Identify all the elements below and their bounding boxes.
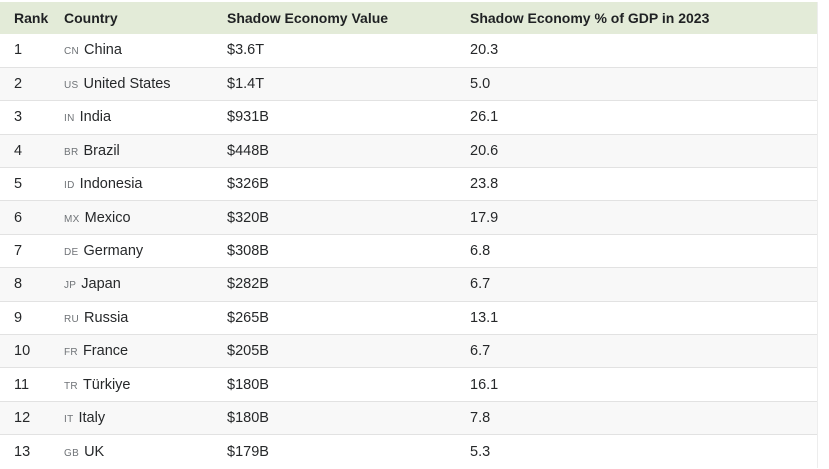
rank-cell: 12 bbox=[0, 400, 64, 435]
country-code: TR bbox=[64, 380, 78, 392]
country-code: ID bbox=[64, 180, 75, 192]
table-row: 6 MX Mexico $320B 17.9 bbox=[0, 200, 817, 235]
country-cell: ID Indonesia bbox=[64, 167, 227, 201]
country-cell: BR Brazil bbox=[64, 133, 227, 168]
value-cell: $931B bbox=[227, 100, 470, 135]
value-cell: $282B bbox=[227, 267, 470, 302]
rank-cell: 9 bbox=[0, 300, 64, 335]
pct-cell: 17.9 bbox=[470, 200, 817, 235]
rank-cell: 6 bbox=[0, 200, 64, 235]
country-code: FR bbox=[64, 347, 78, 359]
value-cell: $326B bbox=[227, 167, 470, 201]
rank-cell: 5 bbox=[0, 167, 64, 201]
pct-cell: 20.6 bbox=[470, 133, 817, 168]
country-code: CN bbox=[64, 46, 80, 58]
table-row: 2 US United States $1.4T 5.0 bbox=[0, 66, 817, 101]
table-row: 10 FR France $205B 6.7 bbox=[0, 334, 817, 368]
country-cell: FR France bbox=[64, 334, 227, 368]
pct-cell: 5.0 bbox=[470, 66, 817, 101]
rank-cell: 8 bbox=[0, 267, 64, 302]
country-cell: IN India bbox=[64, 100, 227, 135]
pct-cell: 23.8 bbox=[470, 167, 817, 201]
pct-cell: 26.1 bbox=[470, 100, 817, 135]
pct-cell: 7.8 bbox=[470, 400, 817, 435]
column-header-country: Country bbox=[64, 2, 227, 34]
country-name: Japan bbox=[81, 276, 121, 293]
country-code: BR bbox=[64, 146, 79, 158]
country-cell: IT Italy bbox=[64, 400, 227, 435]
column-header-value: Shadow Economy Value bbox=[227, 2, 470, 34]
table-row: 4 BR Brazil $448B 20.6 bbox=[0, 133, 817, 168]
value-cell: $1.4T bbox=[227, 66, 470, 101]
country-name: Brazil bbox=[83, 142, 120, 159]
country-name: United States bbox=[83, 76, 171, 93]
country-cell: DE Germany bbox=[64, 233, 227, 268]
country-code: MX bbox=[64, 213, 80, 225]
country-name: India bbox=[79, 109, 112, 126]
rank-cell: 4 bbox=[0, 133, 64, 168]
country-name: Russia bbox=[84, 309, 129, 326]
pct-cell: 5.3 bbox=[470, 434, 817, 469]
country-code: DE bbox=[64, 247, 79, 259]
country-name: Türkiye bbox=[82, 376, 131, 393]
rank-cell: 10 bbox=[0, 334, 64, 368]
country-cell: RU Russia bbox=[64, 300, 227, 335]
value-cell: $3.6T bbox=[227, 42, 265, 59]
rank-cell: 2 bbox=[0, 66, 64, 101]
country-cell: MX Mexico bbox=[64, 200, 227, 235]
value-cell: $448B bbox=[227, 133, 470, 168]
country-name: China bbox=[84, 42, 122, 59]
value-cell: $265B bbox=[227, 300, 470, 335]
country-code: RU bbox=[64, 313, 80, 325]
rank-cell: 13 bbox=[0, 434, 64, 469]
table-header: Rank Country Shadow Economy Value Shadow… bbox=[0, 2, 817, 34]
value-cell: $179B bbox=[227, 434, 470, 469]
rank-cell: 3 bbox=[0, 100, 64, 135]
value-cell: $320B bbox=[227, 200, 470, 235]
value-cell: $205B bbox=[227, 334, 470, 368]
country-code: IN bbox=[64, 113, 75, 125]
table-row: 8 JP Japan $282B 6.7 bbox=[0, 267, 817, 302]
pct-cell: 6.7 bbox=[470, 267, 817, 302]
value-cell: $180B bbox=[227, 367, 470, 402]
country-name: Italy bbox=[78, 409, 106, 426]
pct-cell: 13.1 bbox=[470, 300, 817, 335]
country-name: Indonesia bbox=[79, 176, 143, 193]
table-row: 12 IT Italy $180B 7.8 bbox=[0, 400, 817, 435]
country-cell: CN China bbox=[64, 34, 227, 67]
pct-cell: 6.7 bbox=[470, 334, 817, 368]
table-row: 13 GB UK $179B 5.3 bbox=[0, 434, 817, 469]
country-code: JP bbox=[64, 280, 77, 292]
country-cell: JP Japan bbox=[64, 267, 227, 302]
table-row: 1 CN China $3.6T 20.3 bbox=[0, 34, 817, 67]
rank-cell: 11 bbox=[0, 367, 64, 402]
table-body: 1 CN China $3.6T 20.3 2 US United States $… bbox=[0, 34, 817, 469]
country-code: GB bbox=[64, 447, 80, 459]
country-cell: US United States bbox=[64, 66, 227, 101]
pct-cell: 20.3 bbox=[470, 42, 499, 59]
column-header-pct: Shadow Economy % of GDP in 2023 bbox=[470, 2, 817, 34]
rank-cell: 7 bbox=[0, 233, 64, 268]
value-cell: $308B bbox=[227, 233, 470, 268]
country-name: UK bbox=[84, 443, 105, 460]
country-name: Germany bbox=[83, 243, 144, 260]
country-code: IT bbox=[64, 413, 74, 425]
country-cell: GB UK bbox=[64, 434, 227, 469]
table-row: 7 DE Germany $308B 6.8 bbox=[0, 233, 817, 268]
pct-cell: 16.1 bbox=[470, 367, 817, 402]
country-cell: TR Türkiye bbox=[64, 367, 227, 402]
rank-cell: 1 bbox=[14, 42, 23, 59]
column-header-rank: Rank bbox=[0, 2, 64, 34]
pct-cell: 6.8 bbox=[470, 233, 817, 268]
value-cell: $180B bbox=[227, 400, 470, 435]
country-name: France bbox=[82, 343, 129, 360]
table-row: 3 IN India $931B 26.1 bbox=[0, 100, 817, 135]
country-code: US bbox=[64, 80, 79, 92]
table-row: 11 TR Türkiye $180B 16.1 bbox=[0, 367, 817, 402]
country-name: Mexico bbox=[84, 209, 131, 226]
table-row: 9 RU Russia $265B 13.1 bbox=[0, 300, 817, 335]
table-row: 5 ID Indonesia $326B 23.8 bbox=[0, 167, 817, 201]
